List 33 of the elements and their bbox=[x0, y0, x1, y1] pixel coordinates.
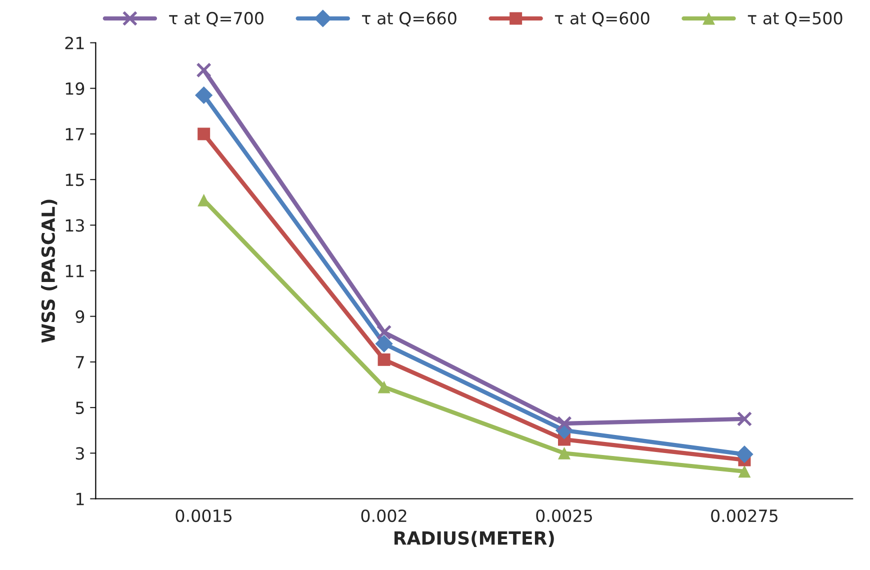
x-tick-label: 0.002 bbox=[361, 509, 406, 522]
x-axis-title: RADIUS(METER) bbox=[394, 530, 554, 547]
y-tick-label: 17 bbox=[66, 128, 84, 140]
y-tick-label: 13 bbox=[66, 219, 84, 232]
y-tick-label: 1 bbox=[76, 492, 84, 506]
point bbox=[375, 334, 393, 353]
y-tick-label: 9 bbox=[76, 310, 84, 323]
legend-label: τ at Q=700 bbox=[169, 12, 264, 26]
legend-label: τ at Q=600 bbox=[554, 12, 650, 26]
point bbox=[376, 324, 392, 340]
y-tick-label: 21 bbox=[65, 36, 84, 50]
point bbox=[556, 416, 572, 432]
y-tick-label: 15 bbox=[66, 174, 84, 186]
point bbox=[196, 62, 212, 78]
point bbox=[198, 128, 210, 140]
point bbox=[194, 86, 213, 104]
x-tick-label: 0.0025 bbox=[536, 509, 592, 522]
point bbox=[378, 380, 390, 394]
x-tick-label: 0.0015 bbox=[176, 509, 232, 522]
point bbox=[738, 465, 751, 478]
point bbox=[736, 445, 754, 464]
point bbox=[378, 353, 390, 366]
y-axis-title: WSS (PASCAL) bbox=[41, 200, 58, 343]
y-tick-label: 7 bbox=[76, 356, 84, 368]
y-tick-label: 11 bbox=[66, 264, 84, 278]
x-tick-label: 0.00275 bbox=[711, 509, 778, 522]
point bbox=[558, 446, 571, 460]
y-tick-label: 3 bbox=[76, 447, 84, 460]
legend-label: τ at Q=660 bbox=[362, 12, 456, 26]
y-tick-label: 5 bbox=[76, 402, 84, 414]
point bbox=[736, 411, 752, 427]
y-tick-label: 19 bbox=[66, 82, 84, 95]
legend-label: τ at Q=500 bbox=[748, 12, 842, 26]
